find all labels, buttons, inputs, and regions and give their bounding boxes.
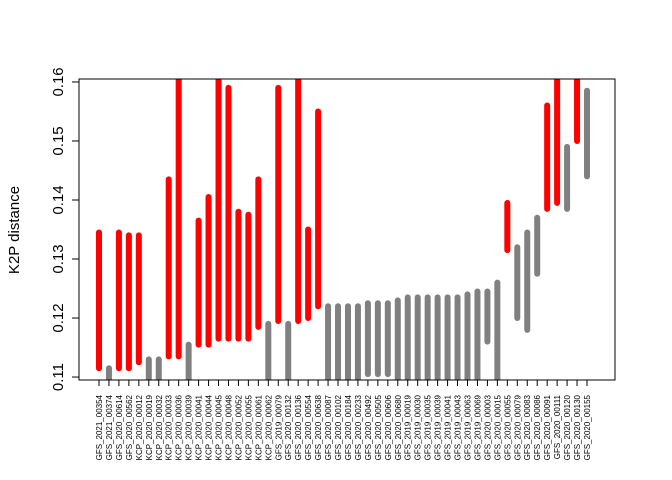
x-category-label: KCP_2020_00048 xyxy=(224,394,233,460)
plot-frame xyxy=(78,78,616,381)
x-category-label: GFS_2020_00155 xyxy=(583,394,592,460)
x-category-label: KCP_2020_00044 xyxy=(205,394,214,460)
x-category-label: KCP_2020_00036 xyxy=(175,394,184,460)
x-category-label: GFS_2020_00184 xyxy=(344,394,353,460)
x-category-label: GFS_2020_00120 xyxy=(563,394,572,460)
x-category-label: GFS_2020_00003 xyxy=(483,394,492,460)
x-category-label: KCP_2020_00045 xyxy=(215,394,224,460)
x-category-label: GFS_2020_00083 xyxy=(523,394,532,460)
x-category-label: GFS_2019_00035 xyxy=(424,394,433,460)
x-category-label: GFS_2020_00102 xyxy=(334,394,343,460)
x-category-label: GFS_2020_00091 xyxy=(543,394,552,460)
x-category-label: GFS_2020_00562 xyxy=(125,394,134,460)
x-category-label: KCP_2020_00055 xyxy=(244,394,253,460)
x-category-label: KCP_2020_00062 xyxy=(264,394,273,460)
y-tick-label: 0.11 xyxy=(50,363,67,391)
x-category-label: GFS_2020_00055 xyxy=(503,394,512,460)
x-category-label: GFS_2020_00015 xyxy=(493,394,502,460)
x-category-label: GFS_2020_00233 xyxy=(354,394,363,460)
x-category-label: GFS_2020_00086 xyxy=(533,394,542,460)
x-category-label: GFS_2019_00063 xyxy=(463,394,472,460)
x-category-label: GFS_2020_00554 xyxy=(304,394,313,460)
y-tick-label: 0.16 xyxy=(50,67,67,96)
y-axis-title: K2P distance xyxy=(6,186,23,274)
x-category-label: KCP_2020_00033 xyxy=(165,394,174,460)
y-axis: 0.11 0.12 0.13 0.14 0.15 0.16 xyxy=(50,67,79,391)
x-category-label: GFS_2021_00374 xyxy=(105,394,114,460)
x-category-label: GFS_2019_00043 xyxy=(454,394,463,460)
x-category-label: GFS_2020_00087 xyxy=(324,394,333,460)
x-category-label: GFS_2020_00136 xyxy=(294,394,303,460)
x-category-label: KCP_2020_00019 xyxy=(145,394,154,460)
x-category-label: GFS_2020_00130 xyxy=(573,394,582,460)
x-category-label: KCP_2020_00012 xyxy=(135,394,144,460)
x-axis: GFS_2021_00354 GFS_2021_00374 GFS_2020_006… xyxy=(95,380,592,460)
x-category-label: GFS_2020_00132 xyxy=(284,394,293,460)
x-category-label: KCP_2020_00061 xyxy=(254,394,263,460)
x-category-label: KCP_2020_00039 xyxy=(185,394,194,460)
x-category-label: GFS_2019_00030 xyxy=(414,394,423,460)
x-category-label: GFS_2020_00680 xyxy=(394,394,403,460)
x-category-label: GFS_2020_00492 xyxy=(364,394,373,460)
x-category-label: GFS_2020_00606 xyxy=(384,394,393,460)
x-category-label: KCP_2020_00052 xyxy=(234,394,243,460)
x-category-label: GFS_2020_00111 xyxy=(553,394,562,459)
range-bars xyxy=(96,79,590,380)
x-category-label: GFS_2019_00019 xyxy=(404,394,413,460)
x-category-label: GFS_2019_00041 xyxy=(444,394,453,460)
x-category-label: GFS_2019_00069 xyxy=(473,394,482,460)
y-tick-label: 0.12 xyxy=(50,303,67,332)
x-category-label: GFS_2019_00039 xyxy=(434,394,443,460)
x-category-label: GFS_2020_00079 xyxy=(513,394,522,460)
x-category-label: GFS_2021_00354 xyxy=(95,394,104,460)
x-category-label: GFS_2020_00638 xyxy=(314,394,323,460)
x-category-label: KCP_2020_00032 xyxy=(155,394,164,460)
x-category-label: KCP_2020_00041 xyxy=(195,394,204,460)
x-category-label: GFS_2019_00079 xyxy=(274,394,283,460)
y-tick-label: 0.15 xyxy=(50,126,67,155)
x-category-label: GFS_2020_00505 xyxy=(374,394,383,460)
y-tick-label: 0.13 xyxy=(50,244,67,273)
x-category-label: GFS_2020_00614 xyxy=(115,394,124,460)
y-tick-label: 0.14 xyxy=(50,185,67,214)
